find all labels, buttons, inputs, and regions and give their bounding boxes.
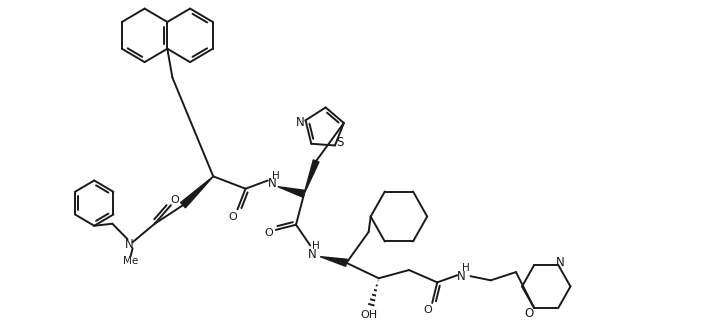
Text: N: N (308, 248, 317, 261)
Text: O: O (524, 306, 534, 319)
Polygon shape (181, 176, 213, 208)
Text: Me: Me (123, 256, 138, 266)
Text: N: N (125, 238, 134, 251)
Text: N: N (556, 255, 565, 268)
Text: N: N (268, 177, 276, 190)
Text: H: H (313, 241, 320, 251)
Polygon shape (278, 187, 305, 197)
Polygon shape (304, 160, 319, 194)
Text: H: H (272, 171, 279, 181)
Text: O: O (265, 228, 273, 238)
Text: OH: OH (360, 310, 377, 320)
Text: N: N (296, 116, 305, 129)
Text: N: N (457, 270, 466, 283)
Text: H: H (462, 263, 470, 273)
Text: O: O (424, 305, 432, 315)
Text: S: S (337, 136, 344, 149)
Text: O: O (228, 212, 237, 221)
Polygon shape (320, 257, 347, 266)
Text: O: O (170, 195, 180, 205)
